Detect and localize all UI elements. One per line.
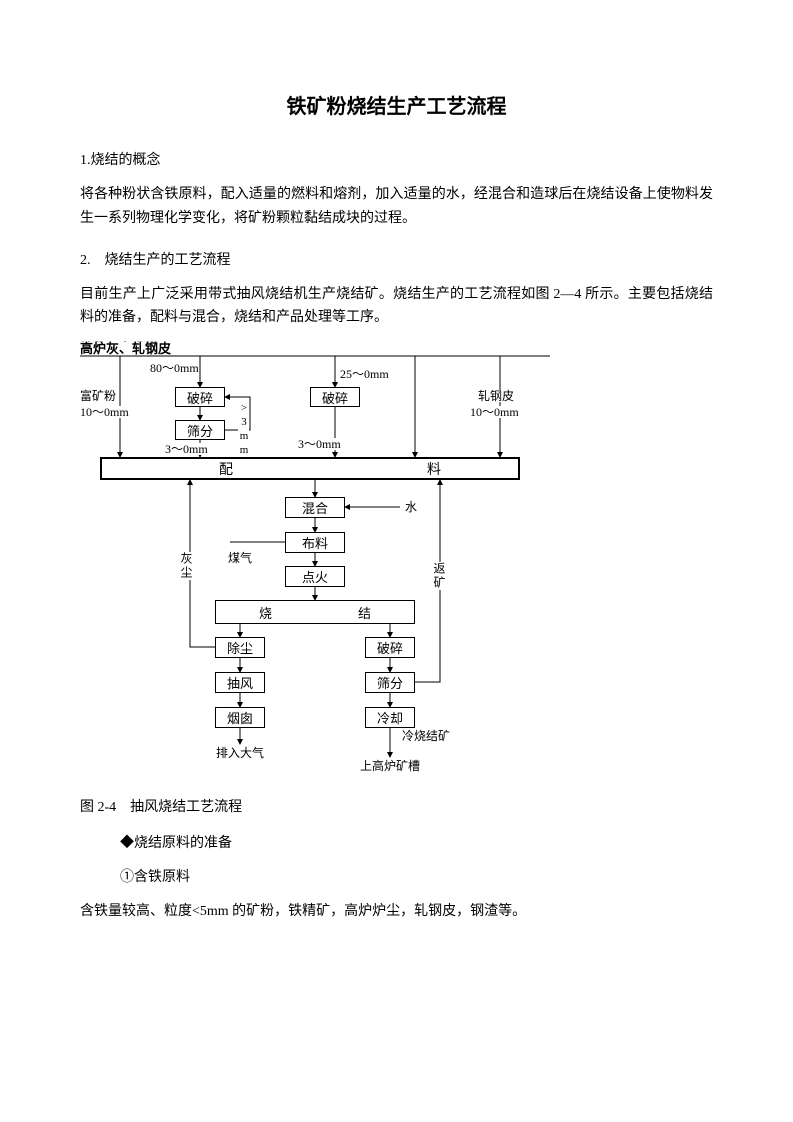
label-meiqi: 煤气 xyxy=(228,552,252,564)
box-choufeng: 抽风 xyxy=(215,672,265,693)
box-posui3: 破碎 xyxy=(365,637,415,658)
label-huichen: 灰尘 xyxy=(180,552,192,580)
label-25mm: 25～0mm xyxy=(340,368,389,380)
section2-paragraph: 目前生产上广泛采用带式抽风烧结机生产烧结矿。烧结生产的工艺流程如图 2—4 所示… xyxy=(80,283,713,331)
label-gt3mm: >3mm xyxy=(238,402,249,458)
label-water: 水 xyxy=(405,501,417,513)
box-chuchen: 除尘 xyxy=(215,637,265,658)
label-zgp10: 10～0mm xyxy=(470,406,519,418)
label-3mm-b: 3～0mm xyxy=(298,438,341,450)
box-hunhe: 混合 xyxy=(285,497,345,518)
box-shaifen1: 筛分 xyxy=(175,420,225,440)
box-posui2: 破碎 xyxy=(310,387,360,407)
box-buliao: 布料 xyxy=(285,532,345,553)
box-shaojie-char2: 结 xyxy=(358,603,371,622)
label-shanggaolu: 上高炉矿槽 xyxy=(360,760,420,772)
box-posui1: 破碎 xyxy=(175,387,225,407)
label-10mm-left: 10～0mm xyxy=(80,406,129,418)
label-fankuang: 返矿 xyxy=(433,562,445,590)
box-lengque: 冷却 xyxy=(365,707,415,728)
document-page: 铁矿粉烧结生产工艺流程 1.烧结的概念 将各种粉状含铁原料，配入适量的燃料和熔剂… xyxy=(0,0,793,996)
figure-caption: 图 2-4 抽风烧结工艺流程 xyxy=(80,796,713,816)
box-shaojie-char1: 烧 xyxy=(259,603,272,622)
section2-heading: 2. 烧结生产的工艺流程 xyxy=(80,249,713,269)
label-80mm: 80～0mm xyxy=(150,362,199,374)
box-shaifen2: 筛分 xyxy=(365,672,415,693)
header-col4: 高炉灰、轧钢皮 xyxy=(80,342,171,355)
box-dianhuo: 点火 xyxy=(285,566,345,587)
section3-paragraph: 含铁量较高、粒度<5mm 的矿粉，铁精矿，高炉炉尘，轧钢皮，钢渣等。 xyxy=(80,900,713,924)
flowchart-diagram: 精矿、富矿粉 石灰石、白云石 碎焦、无烟煤 高炉灰、轧钢皮 80～0mm 富矿粉… xyxy=(80,342,550,772)
label-fukuang: 富矿粉 xyxy=(80,390,116,402)
label-3mm-a: 3～0mm xyxy=(165,443,208,455)
bullet-1: ◆烧结原料的准备 xyxy=(120,832,713,852)
section1-paragraph: 将各种粉状含铁原料，配入适量的燃料和熔剂，加入适量的水，经混合和造球后在烧结设备… xyxy=(80,183,713,231)
box-peiliao-char1: 配 xyxy=(179,459,233,479)
label-zgp: 轧钢皮 xyxy=(478,390,514,402)
page-title: 铁矿粉烧结生产工艺流程 xyxy=(80,90,713,119)
label-lengshao: 冷烧结矿 xyxy=(402,730,450,742)
box-peiliao-char2: 料 xyxy=(387,459,441,479)
box-yancong: 烟囱 xyxy=(215,707,265,728)
bullet-2: ①含铁原料 xyxy=(120,866,713,886)
label-paidaqi: 排入大气 xyxy=(216,747,264,759)
section1-heading: 1.烧结的概念 xyxy=(80,149,713,169)
